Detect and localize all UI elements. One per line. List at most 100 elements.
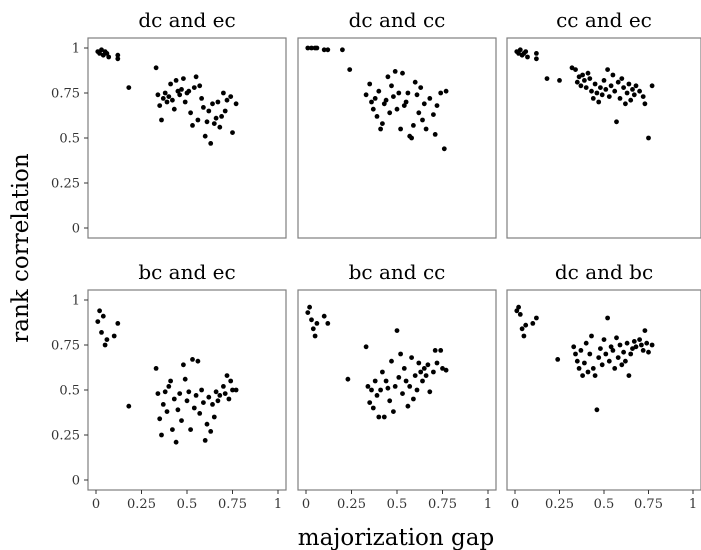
data-point: [385, 385, 391, 391]
data-point: [592, 373, 598, 378]
data-point: [104, 51, 110, 56]
data-point: [175, 407, 181, 413]
data-point: [195, 358, 201, 364]
data-point: [420, 117, 425, 123]
data-point: [394, 328, 400, 333]
data-point: [637, 88, 642, 94]
data-point: [228, 378, 234, 384]
data-point: [416, 360, 422, 366]
data-point: [100, 313, 106, 319]
data-point: [157, 416, 163, 422]
y-tick-label: 1: [72, 42, 80, 57]
data-point: [418, 85, 424, 90]
data-point: [605, 315, 610, 321]
data-point: [392, 69, 398, 74]
data-point: [191, 85, 197, 90]
data-point: [378, 126, 383, 132]
panel-frame: [297, 289, 497, 491]
data-point: [369, 387, 374, 393]
data-point: [405, 403, 411, 409]
data-point: [534, 51, 539, 56]
data-point: [197, 411, 203, 416]
data-point: [199, 387, 205, 393]
data-point: [221, 384, 226, 389]
data-point: [215, 398, 221, 404]
panel-title: bc and cc: [349, 260, 446, 284]
x-tick-label: 0.5: [387, 497, 408, 512]
data-point: [195, 117, 201, 123]
data-point: [224, 373, 230, 378]
data-point: [391, 94, 396, 99]
data-point: [173, 439, 179, 445]
data-point: [305, 310, 311, 315]
data-point: [370, 405, 376, 411]
data-point: [170, 427, 175, 432]
data-point: [599, 362, 605, 368]
data-point: [605, 67, 610, 72]
data-point: [312, 333, 318, 339]
data-point: [179, 418, 184, 423]
data-point: [115, 321, 121, 326]
y-tick-label: 0.25: [51, 429, 80, 444]
data-point: [99, 330, 104, 335]
data-point: [210, 101, 215, 107]
data-point: [155, 92, 161, 98]
data-point: [233, 387, 239, 393]
data-point: [621, 85, 626, 90]
data-point: [583, 85, 589, 90]
data-point: [211, 121, 217, 126]
y-tick-label: 1: [72, 294, 80, 309]
data-point: [188, 110, 194, 116]
data-point: [443, 367, 449, 373]
panel-frame: [297, 37, 497, 239]
data-point: [601, 337, 607, 342]
data-point: [383, 378, 389, 384]
data-point: [184, 398, 190, 404]
data-point: [598, 346, 603, 351]
data-point: [608, 83, 614, 89]
data-point: [580, 373, 585, 378]
data-point: [517, 312, 523, 317]
data-point: [633, 344, 639, 350]
data-point: [396, 375, 402, 380]
data-point: [102, 342, 108, 348]
data-point: [309, 45, 314, 51]
data-point: [230, 387, 235, 393]
data-point: [523, 49, 529, 54]
data-point: [624, 340, 630, 346]
data-point: [380, 369, 385, 375]
data-point: [347, 67, 353, 72]
data-point: [431, 112, 436, 117]
data-point: [210, 402, 215, 407]
data-point: [383, 97, 389, 103]
data-point: [177, 391, 183, 396]
data-point: [596, 99, 602, 105]
data-point: [221, 90, 226, 96]
data-point: [202, 133, 208, 139]
data-point: [598, 85, 603, 90]
data-point: [412, 79, 418, 85]
data-point: [314, 45, 320, 51]
data-point: [170, 97, 175, 103]
data-point: [159, 117, 164, 123]
data-point: [211, 414, 217, 420]
data-point: [557, 78, 562, 83]
data-point: [314, 321, 320, 326]
data-point: [412, 373, 418, 378]
data-point: [432, 132, 438, 137]
x-tick-label: 0.25: [545, 497, 574, 512]
data-point: [190, 123, 195, 128]
data-point: [646, 135, 651, 141]
data-point: [649, 342, 655, 348]
data-point: [423, 373, 429, 378]
data-point: [376, 414, 382, 420]
data-point: [380, 121, 385, 126]
data-point: [525, 54, 530, 60]
data-point: [594, 407, 600, 413]
data-point: [574, 358, 580, 364]
data-point: [619, 76, 625, 81]
data-point: [409, 135, 414, 141]
data-point: [177, 92, 183, 98]
data-point: [421, 101, 427, 107]
data-point: [642, 101, 648, 107]
